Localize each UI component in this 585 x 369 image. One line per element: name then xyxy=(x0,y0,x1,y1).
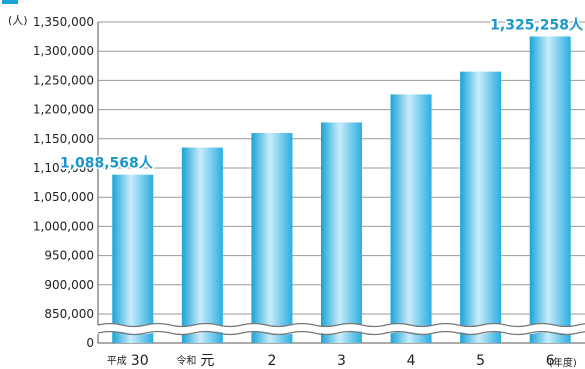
bar xyxy=(181,147,223,343)
y-axis-unit: (人) xyxy=(8,14,28,27)
x-era-label: 令和 xyxy=(176,354,196,367)
y-tick-label: 1,050,000 xyxy=(33,190,94,204)
bar xyxy=(390,94,432,343)
x-tick-label: 4 xyxy=(407,353,416,369)
x-axis-unit: (年度) xyxy=(549,356,577,369)
y-tick-label: 1,200,000 xyxy=(33,103,94,117)
bar xyxy=(529,36,571,343)
y-tick-label: 1,350,000 xyxy=(33,15,94,29)
y-tick-label: 850,000 xyxy=(44,307,94,321)
bar xyxy=(460,71,502,343)
y-tick-label: 1,300,000 xyxy=(33,44,94,58)
title-accent-bar xyxy=(2,0,18,4)
x-tick-label: 5 xyxy=(476,353,485,369)
y-tick-label: 950,000 xyxy=(44,249,94,263)
x-tick-label: 6 xyxy=(546,353,555,369)
y-tick-label: 1,000,000 xyxy=(33,219,94,233)
y-tick-label: 1,150,000 xyxy=(33,132,94,146)
axis-break-line xyxy=(97,330,585,336)
y-tick-zero: 0 xyxy=(86,336,94,350)
x-tick-label: 30 xyxy=(131,353,149,369)
bar xyxy=(112,174,154,343)
y-tick-label: 1,250,000 xyxy=(33,73,94,87)
axis-break-line xyxy=(97,322,585,328)
value-callout: 1,088,568人 xyxy=(60,155,154,172)
x-tick-label: 2 xyxy=(267,353,276,369)
x-era-label: 平成 xyxy=(107,355,127,367)
x-tick-label: 元 xyxy=(200,353,214,369)
bar xyxy=(251,132,293,343)
x-tick-label: 3 xyxy=(337,353,346,369)
y-tick-label: 900,000 xyxy=(44,278,94,292)
value-callout: 1,325,258人 xyxy=(490,16,584,33)
bar xyxy=(321,122,362,343)
y-tick-label: 1,100,000 xyxy=(33,161,94,175)
